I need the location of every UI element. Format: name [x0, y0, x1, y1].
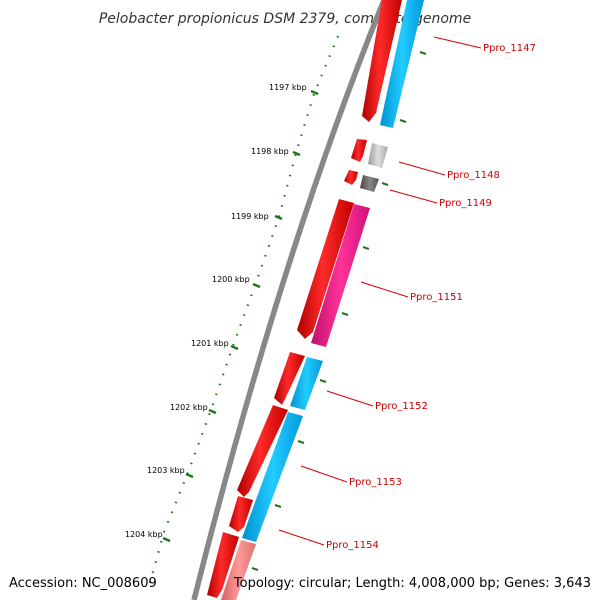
gene-ticks — [251, 51, 427, 571]
cds-block — [207, 532, 239, 598]
ruler-tick — [292, 150, 301, 157]
topology-text: Topology: circular; Length: 4,008,000 bp… — [233, 576, 591, 591]
cog-block-light-gray — [368, 143, 388, 168]
ruler-label-1203: 1203 kbp — [147, 466, 185, 475]
cds-block — [297, 199, 354, 339]
leader-line — [389, 189, 438, 204]
gene-label-ppro-1148[interactable]: Ppro_1148 — [447, 170, 500, 181]
cds-ring — [207, 0, 402, 598]
ruler-label-1202: 1202 kbp — [170, 403, 208, 412]
ruler-tick — [185, 472, 194, 479]
cog-ring — [221, 0, 424, 600]
cds-block — [351, 139, 367, 162]
cog-block-light-blue — [290, 357, 323, 410]
accession-text: Accession: NC_008609 — [9, 576, 157, 591]
gene-tick — [251, 567, 259, 571]
ruler-tick — [208, 408, 217, 415]
leader-line — [398, 161, 446, 176]
ruler-tick — [230, 344, 239, 351]
ruler-ticks — [162, 89, 319, 543]
ruler-tick — [252, 282, 261, 289]
ruler-tick — [162, 536, 171, 543]
gene-tick — [297, 440, 305, 444]
ruler-label-1197: 1197 kbp — [269, 83, 307, 92]
gene-tick — [341, 312, 349, 316]
cds-block — [229, 496, 253, 532]
gene-label-ppro-1151[interactable]: Ppro_1151 — [410, 292, 463, 303]
ruler-label-1201: 1201 kbp — [191, 339, 229, 348]
gene-label-ppro-1149[interactable]: Ppro_1149 — [439, 198, 492, 209]
ruler-labels: 1197 kbp 1198 kbp 1199 kbp 1200 kbp 1201… — [125, 83, 307, 539]
ruler-label-1204: 1204 kbp — [125, 530, 163, 539]
cds-block — [274, 352, 305, 405]
gene-tick — [381, 182, 389, 186]
cog-block-light-blue — [242, 412, 303, 542]
gene-leaders — [278, 36, 482, 546]
leader-line — [326, 390, 374, 407]
gene-tick — [274, 504, 282, 508]
genome-backbone — [191, 0, 387, 600]
gene-label-ppro-1153[interactable]: Ppro_1153 — [349, 477, 402, 488]
ruler-label-1200: 1200 kbp — [212, 275, 250, 284]
leader-line — [300, 465, 348, 483]
ruler-label-1199: 1199 kbp — [231, 212, 269, 221]
cog-block-pink — [221, 540, 256, 600]
gene-tick — [362, 246, 370, 250]
leader-line — [433, 36, 482, 49]
gene-tick — [319, 379, 327, 383]
leader-line — [278, 529, 325, 546]
gene-labels: Ppro_1147 Ppro_1148 Ppro_1149 Ppro_1151 … — [326, 43, 536, 551]
cog-block-magenta — [311, 204, 370, 347]
cog-block-light-blue — [380, 0, 424, 128]
cog-block-dark-gray — [360, 175, 379, 192]
gene-tick — [419, 51, 427, 55]
ruler-tick — [274, 214, 283, 221]
leader-line — [360, 281, 409, 298]
genome-backbone-inner — [197, 0, 389, 600]
cds-block — [237, 405, 288, 497]
gene-label-ppro-1154[interactable]: Ppro_1154 — [326, 540, 379, 551]
ruler-label-1198: 1198 kbp — [251, 147, 289, 156]
ruler-tick — [310, 89, 319, 96]
gene-label-ppro-1152[interactable]: Ppro_1152 — [375, 401, 428, 412]
gene-tick — [399, 119, 407, 123]
cds-block — [362, 0, 402, 122]
cds-block — [344, 170, 358, 185]
gene-label-ppro-1147[interactable]: Ppro_1147 — [483, 43, 536, 54]
